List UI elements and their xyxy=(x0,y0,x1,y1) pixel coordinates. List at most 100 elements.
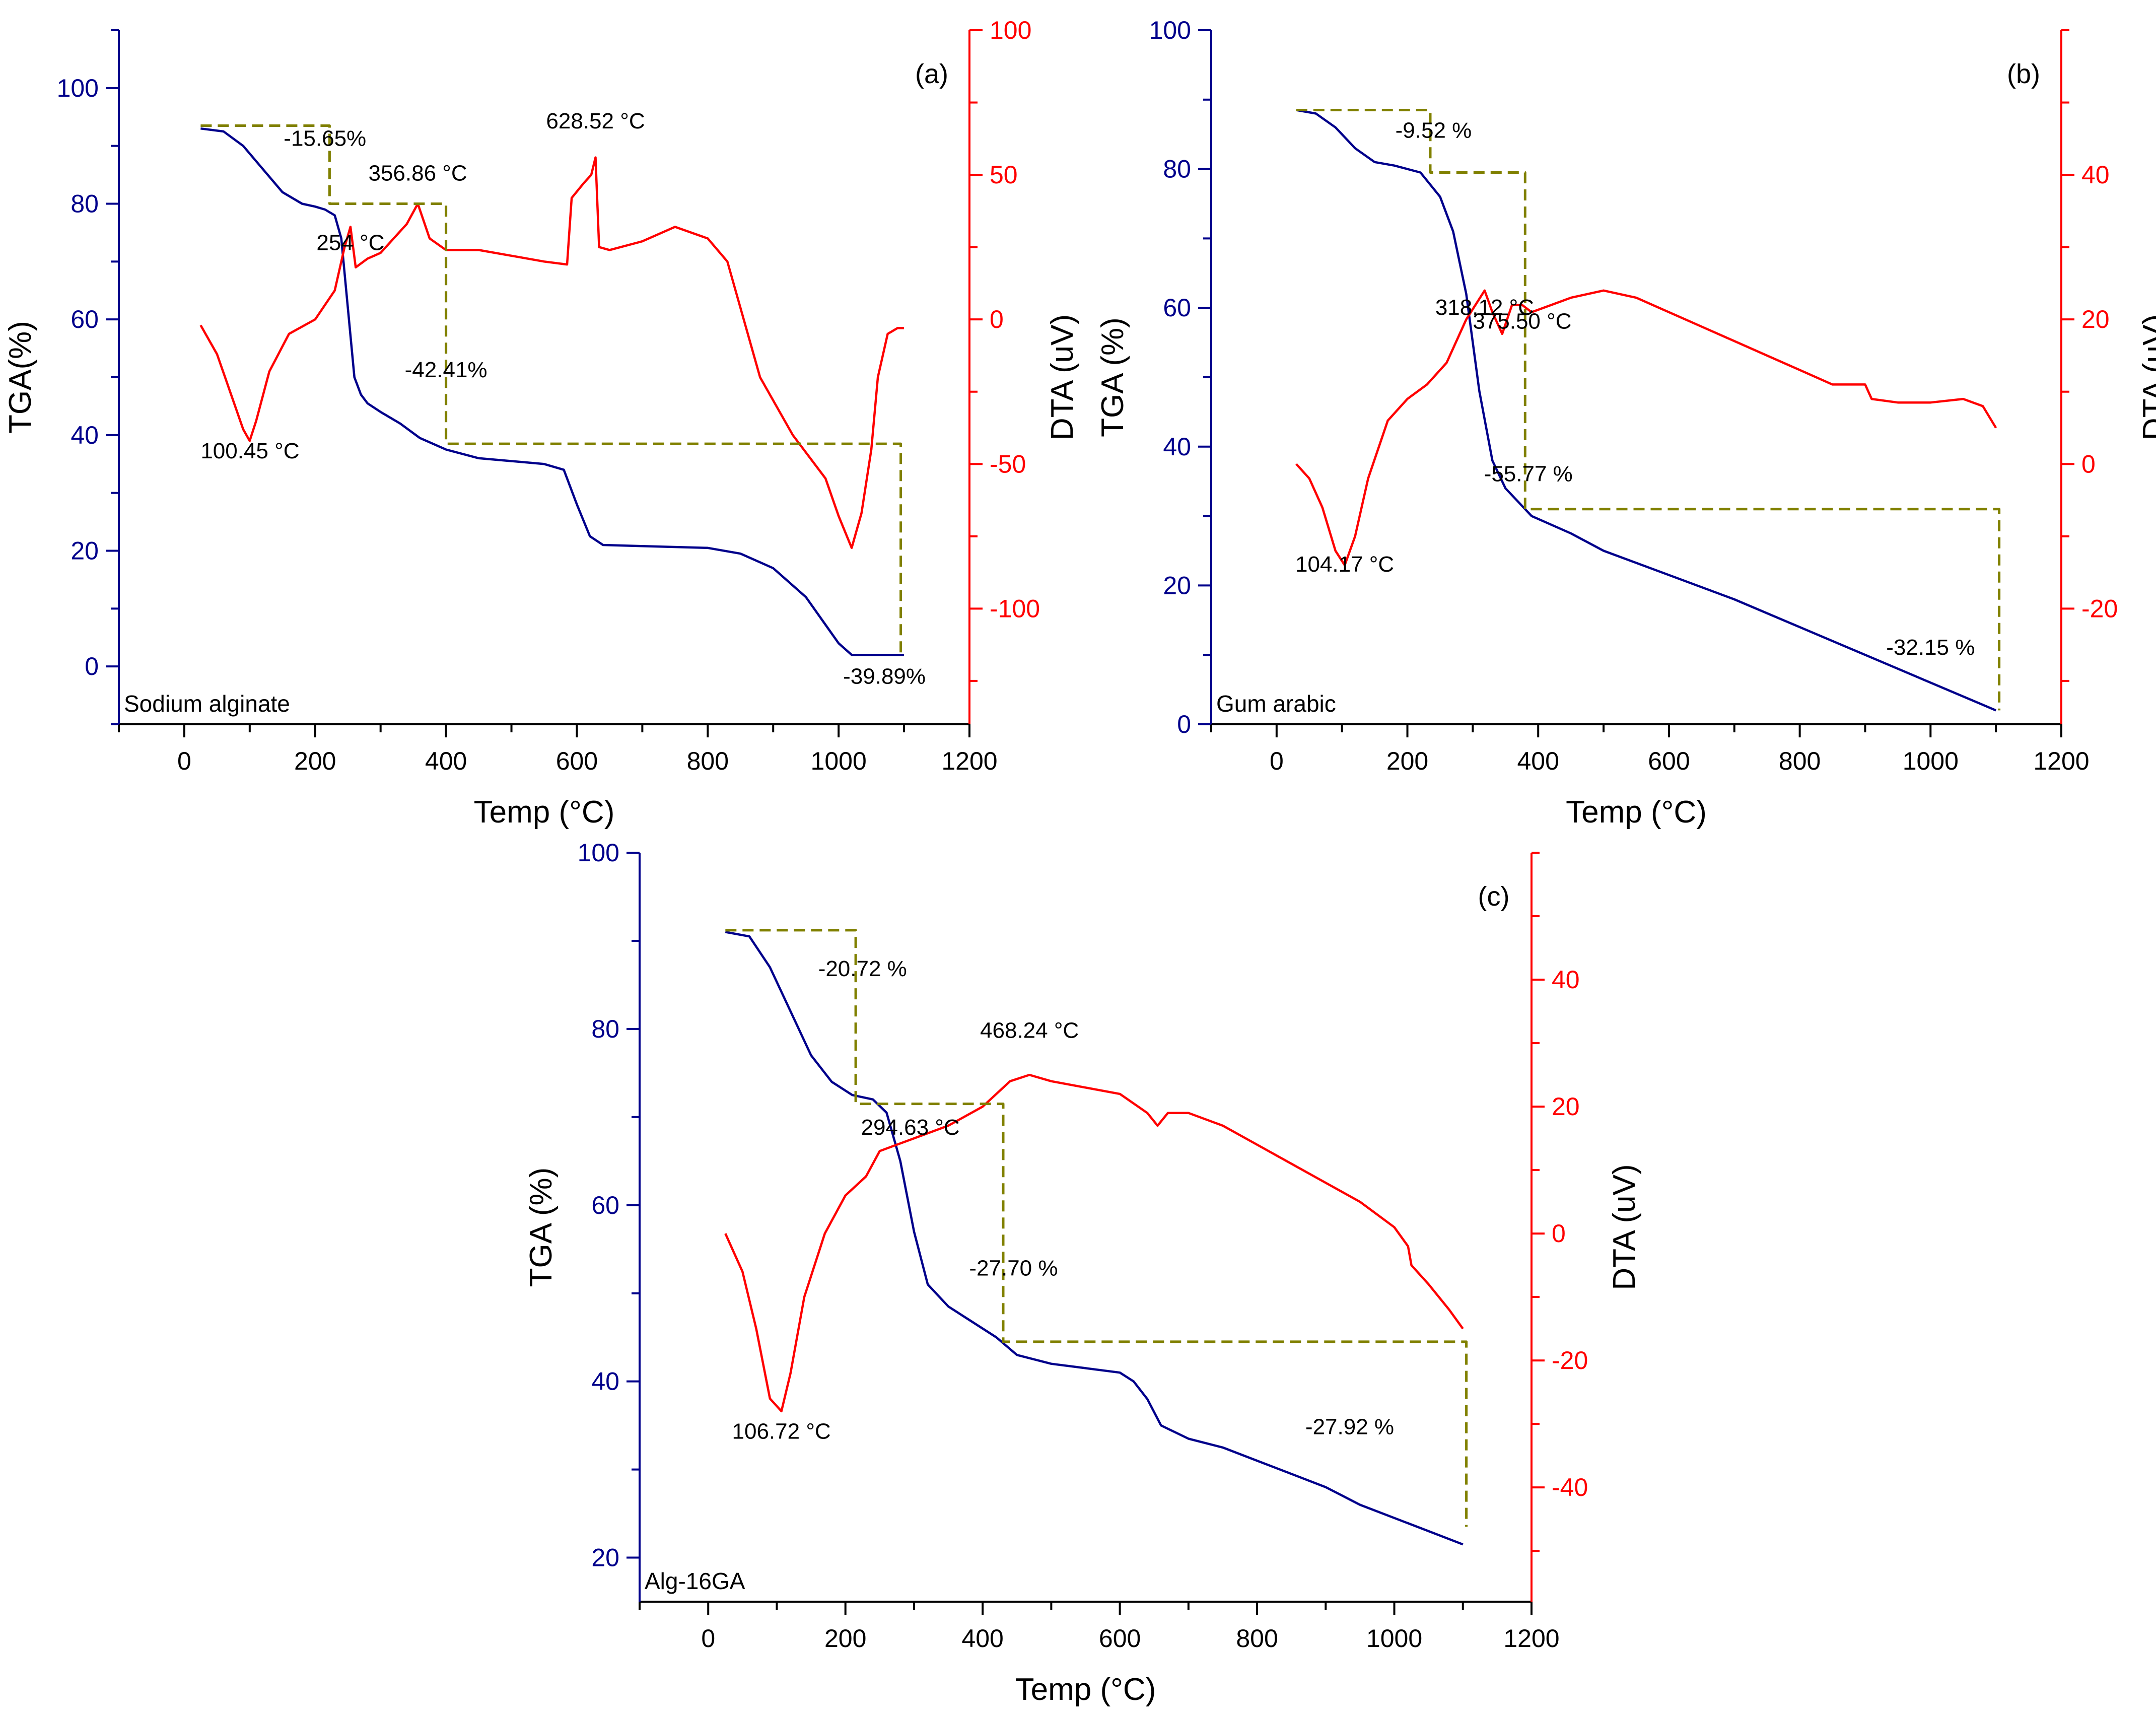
y-left-tick-label: 20 xyxy=(71,537,99,565)
y-left-tick-label: 80 xyxy=(1163,155,1191,183)
x-tick-label: 600 xyxy=(556,747,598,775)
series-dta-line xyxy=(199,156,905,550)
data-annotation: 106.72 °C xyxy=(732,1419,831,1444)
x-axis-title: Temp (°C) xyxy=(1015,1672,1156,1707)
x-tick-label: 200 xyxy=(294,747,336,775)
y-left-tick-label: 100 xyxy=(57,74,99,102)
data-annotation: -39.89% xyxy=(843,664,926,689)
x-tick-label: 0 xyxy=(701,1624,715,1653)
y-left-axis-title: TGA (%) xyxy=(1095,317,1130,437)
y-left-axis-title: TGA (%) xyxy=(524,1168,559,1287)
x-tick-label: 400 xyxy=(1517,747,1559,775)
series-dta-line xyxy=(1295,289,1997,567)
data-annotation: -27.70 % xyxy=(969,1256,1058,1281)
data-annotation: -9.52 % xyxy=(1396,118,1472,143)
data-annotation: 628.52 °C xyxy=(546,109,645,133)
x-tick-label: 200 xyxy=(824,1624,866,1653)
x-tick-label: 0 xyxy=(1270,747,1284,775)
data-annotation: 468.24 °C xyxy=(980,1018,1079,1043)
y-left-tick-label: 20 xyxy=(1163,571,1191,599)
y-left-tick-label: 80 xyxy=(71,190,99,218)
y-right-tick-label: -20 xyxy=(1552,1346,1588,1375)
y-left-tick-label: 40 xyxy=(591,1367,619,1396)
y-right-tick-label: 50 xyxy=(990,161,1018,189)
y-right-tick-label: 20 xyxy=(2081,305,2110,333)
x-tick-label: 1000 xyxy=(1903,747,1959,775)
y-left-tick-label: 40 xyxy=(71,421,99,449)
x-tick-label: 1200 xyxy=(941,747,997,775)
panel-label: (a) xyxy=(915,59,948,89)
data-annotation: -20.72 % xyxy=(818,956,907,981)
y-right-axis-title: DTA (uV) xyxy=(2137,314,2156,440)
x-tick-label: 400 xyxy=(961,1624,1003,1653)
chart-panel-c: 0 200 400 600 800 1000 1200 20 40 60 80 100 -40 -20 0 2… xyxy=(524,839,1642,1707)
y-left-tick-label: 0 xyxy=(85,652,99,680)
x-axis-title: Temp (°C) xyxy=(1566,795,1707,830)
y-right-axis-title: DTA (uV) xyxy=(1607,1164,1642,1290)
y-right-tick-label: 0 xyxy=(2081,450,2096,478)
data-annotation: -55.77 % xyxy=(1484,462,1573,487)
y-right-tick-label: -100 xyxy=(990,594,1040,623)
x-tick-label: 1200 xyxy=(1503,1624,1559,1653)
x-tick-label: 1200 xyxy=(2033,747,2089,775)
y-right-tick-label: 40 xyxy=(1552,966,1580,994)
y-left-axis-title: TGA(%) xyxy=(3,321,38,434)
y-left-tick-label: 60 xyxy=(591,1191,619,1219)
series-dta-line xyxy=(724,1073,1464,1413)
series-steps-line xyxy=(200,124,902,655)
x-tick-label: 600 xyxy=(1099,1624,1141,1653)
data-annotation: -42.41% xyxy=(405,358,488,382)
x-tick-label: 800 xyxy=(687,747,729,775)
data-annotation: -32.15 % xyxy=(1886,635,1975,660)
y-left-tick-label: 100 xyxy=(578,839,619,867)
series-tga-line xyxy=(200,127,905,656)
chart-panel-a: 0 200 400 600 800 1000 1200020406080100-100-50… xyxy=(3,16,1080,830)
y-left-tick-label: 20 xyxy=(591,1544,619,1572)
x-tick-label: 1000 xyxy=(811,747,867,775)
y-right-tick-label: 40 xyxy=(2081,161,2110,189)
chart-panel-b: 0 200 400 600 800 1000 1200 0 20 40 60 80 100 -20 0 20 4… xyxy=(1095,16,2156,830)
y-left-tick-label: 60 xyxy=(71,305,99,333)
x-tick-label: 800 xyxy=(1779,747,1821,775)
y-right-tick-label: 0 xyxy=(990,305,1004,333)
y-right-tick-label: -50 xyxy=(990,450,1026,478)
y-left-tick-label: 40 xyxy=(1163,433,1191,461)
y-left-tick-label: 100 xyxy=(1149,16,1191,44)
sample-label: Sodium alginate xyxy=(124,691,290,717)
x-tick-label: 400 xyxy=(425,747,467,775)
data-annotation: 294.63 °C xyxy=(861,1115,960,1140)
panel-label: (c) xyxy=(1478,881,1510,912)
y-left-tick-label: 60 xyxy=(1163,294,1191,322)
y-left-tick-label: 0 xyxy=(1177,710,1191,738)
x-axis-title: Temp (°C) xyxy=(474,795,615,830)
series-steps-line xyxy=(725,929,1468,1527)
y-right-axis-title: DTA (uV) xyxy=(1045,314,1080,440)
y-right-tick-label: 0 xyxy=(1552,1219,1566,1248)
x-tick-label: 0 xyxy=(177,747,191,775)
data-annotation: 375.50 °C xyxy=(1473,309,1571,334)
y-right-tick-label: -40 xyxy=(1552,1473,1588,1501)
y-right-tick-label: -20 xyxy=(2081,594,2118,623)
x-tick-label: 1000 xyxy=(1366,1624,1422,1653)
data-annotation: 356.86 °C xyxy=(368,161,467,186)
y-left-tick-label: 80 xyxy=(591,1015,619,1043)
data-annotation: 318.12 °C xyxy=(1435,295,1534,320)
x-tick-label: 200 xyxy=(1386,747,1428,775)
series-tga-line xyxy=(1296,109,1997,712)
data-annotation: -27.92 % xyxy=(1305,1415,1394,1439)
panel-label: (b) xyxy=(2007,59,2040,89)
sample-label: Gum arabic xyxy=(1216,691,1336,717)
data-annotation: -15.65% xyxy=(284,126,366,151)
data-annotation: 100.45 °C xyxy=(200,439,299,463)
data-annotation: 254 °C xyxy=(316,230,384,255)
y-right-tick-label: 20 xyxy=(1552,1092,1580,1121)
sample-label: Alg-16GA xyxy=(645,1568,745,1594)
data-annotation: 104.17 °C xyxy=(1295,552,1394,577)
y-right-tick-label: 100 xyxy=(990,16,1031,44)
x-tick-label: 600 xyxy=(1648,747,1690,775)
x-tick-label: 800 xyxy=(1236,1624,1278,1653)
series-steps-line xyxy=(1296,109,2001,711)
series-tga-line xyxy=(725,931,1464,1546)
